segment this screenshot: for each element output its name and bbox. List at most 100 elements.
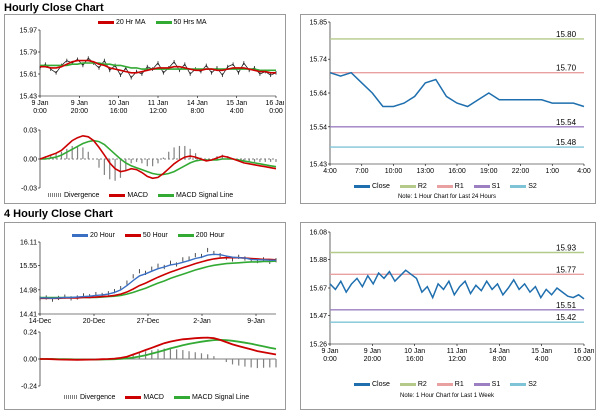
y-tick-label: 0.03 xyxy=(23,128,37,135)
level-r1-label: 15.77 xyxy=(556,265,577,274)
legend-macd-signal: MACD Signal Line xyxy=(157,192,233,199)
x-tick-label: 20-Dec xyxy=(83,318,106,325)
x-tick-label: 4:00 xyxy=(535,356,549,363)
weekly-right-frame xyxy=(300,222,596,410)
y-tick-label: 15.74 xyxy=(309,57,327,64)
x-tick-label: 0:00 xyxy=(577,356,591,363)
x-tick-label: 22:00 xyxy=(512,168,530,175)
y-tick-label: 0.00 xyxy=(23,157,37,164)
x-tick-label: 2-Jan xyxy=(193,318,211,325)
y-tick-label: 15.79 xyxy=(19,50,37,57)
x-tick-label: 14-Dec xyxy=(29,318,52,325)
y-tick-label: 15.85 xyxy=(309,20,327,27)
y-tick-label: 15.43 xyxy=(309,162,327,169)
x-tick-label: 11 Jan xyxy=(148,100,169,107)
x-tick-label: 20:00 xyxy=(364,356,382,363)
close-series xyxy=(329,71,585,108)
x-tick-label: 11 Jan xyxy=(447,348,468,355)
x-tick-label: 4:00 xyxy=(577,168,591,175)
hourly-right-frame xyxy=(300,14,596,204)
x-tick-label: 16 Jan xyxy=(265,100,284,107)
x-tick-label: 8:00 xyxy=(191,108,205,115)
x-tick-label: 16:00 xyxy=(110,108,128,115)
x-tick-label: 4:00 xyxy=(230,108,244,115)
hourly-macd-chart: 0.03 0.00 -0.03 xyxy=(21,128,277,193)
four-hourly-ma-legend: 20 Hour 50 Hour 200 Hour xyxy=(72,232,233,239)
four-hourly-macd-chart: 0.24 0.00 -0.24 xyxy=(21,330,277,391)
ma20-series xyxy=(40,59,276,74)
ma20-series xyxy=(40,253,276,300)
legend-macd: MACD xyxy=(109,192,148,199)
y-tick-label: 15.47 xyxy=(309,313,327,320)
x-tick-label: 14 Jan xyxy=(489,348,510,355)
y-tick-label: 15.88 xyxy=(309,257,327,264)
x-tick-label: 27-Dec xyxy=(137,318,160,325)
x-tick-label: 15 Jan xyxy=(226,100,247,107)
x-tick-label: 9 Jan xyxy=(364,348,381,355)
y-tick-label: 16.11 xyxy=(20,240,37,247)
x-tick-label: 1:00 xyxy=(545,168,559,175)
x-tick-label: 12:00 xyxy=(448,356,466,363)
legend-20hr-ma: 20 Hr MA xyxy=(98,19,146,26)
level-s2-label: 15.48 xyxy=(556,138,577,147)
level-s1-label: 15.51 xyxy=(556,301,577,310)
y-tick-label: -0.03 xyxy=(21,186,37,193)
y-tick-label: 0.00 xyxy=(23,357,37,364)
four-hourly-left-frame xyxy=(4,222,286,410)
x-tick-label: 16 Jan xyxy=(573,348,594,355)
x-tick-label: 0:00 xyxy=(33,108,47,115)
legend-50hrs-ma: 50 Hrs MA xyxy=(155,19,207,26)
y-tick-label: -0.24 xyxy=(21,384,37,391)
macd-signal-series xyxy=(40,139,277,176)
x-tick-label: 9 Jan xyxy=(31,100,48,107)
weekly-levels-legend: Close R2 R1 S1 S2 xyxy=(354,381,545,388)
hourly-section-title: Hourly Close Chart xyxy=(4,2,104,14)
x-tick-label: 10 Jan xyxy=(108,100,129,107)
hourly-ma-legend: 20 Hr MA 50 Hrs MA xyxy=(98,19,215,26)
level-r1-label: 15.70 xyxy=(556,64,577,73)
x-tick-label: 20:00 xyxy=(71,108,89,115)
y-tick-label: 15.55 xyxy=(19,263,37,270)
legend-s2-w: S2 xyxy=(510,381,537,388)
close-series xyxy=(329,269,585,300)
x-tick-label: 4:00 xyxy=(323,168,337,175)
legend-200-hour: 200 Hour xyxy=(177,232,225,239)
x-tick-label: 12:00 xyxy=(149,108,167,115)
level-s1-label: 15.54 xyxy=(556,118,577,127)
y-tick-label: 15.67 xyxy=(309,286,327,293)
y-tick-label: 15.61 xyxy=(19,72,37,79)
legend-macd-signal-4h: MACD Signal Line xyxy=(173,394,249,401)
level-r2-label: 15.80 xyxy=(556,30,577,39)
x-tick-label: 15 Jan xyxy=(531,348,552,355)
y-tick-label: 14.98 xyxy=(19,287,37,294)
x-tick-label: 16:00 xyxy=(406,356,424,363)
level-s2-label: 15.42 xyxy=(556,313,577,322)
y-tick-label: 15.64 xyxy=(309,91,327,98)
ma50-series xyxy=(40,62,276,72)
legend-20-hour: 20 Hour xyxy=(72,232,115,239)
x-tick-label: 9 Jan xyxy=(71,100,88,107)
weekly-note: Note: 1 Hour Chart for Last 1 Week xyxy=(400,393,494,399)
legend-r2-w: R2 xyxy=(399,381,427,388)
hourly-left-frame xyxy=(4,14,286,204)
y-tick-label: 0.24 xyxy=(23,330,37,337)
legend-r1-w: R1 xyxy=(436,381,464,388)
legend-s2: S2 xyxy=(510,183,537,190)
legend-macd-4h: MACD xyxy=(125,394,164,401)
y-tick-label: 15.97 xyxy=(19,28,37,35)
legend-divergence: Divergence xyxy=(48,192,99,199)
macd-series xyxy=(40,336,277,361)
four-hourly-section-title: 4 Hourly Close Chart xyxy=(4,208,113,220)
four-hourly-macd-legend: Divergence MACD MACD Signal Line xyxy=(64,394,257,401)
legend-r1: R1 xyxy=(436,183,464,190)
legend-50-hour: 50 Hour xyxy=(124,232,168,239)
y-tick-label: 15.43 xyxy=(19,94,37,101)
x-tick-label: 14 Jan xyxy=(187,100,208,107)
hourly-note: Note: 1 Hour Chart for Last 24 Hours xyxy=(397,194,497,200)
legend-s1: S1 xyxy=(473,183,500,190)
x-tick-label: 9 Jan xyxy=(321,348,338,355)
hourly-macd-legend: Divergence MACD MACD Signal Line xyxy=(48,192,241,199)
